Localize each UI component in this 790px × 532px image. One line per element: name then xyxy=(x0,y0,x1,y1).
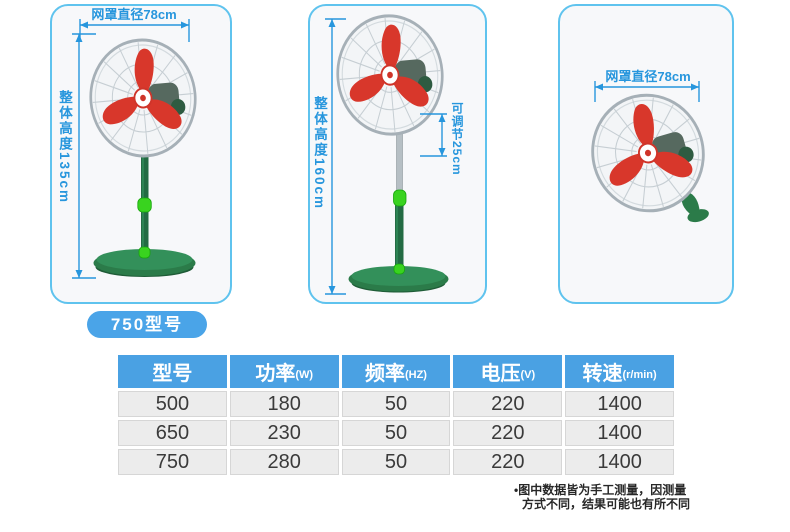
height-dimension-arrows xyxy=(328,19,336,294)
spec-cell: 180 xyxy=(229,391,339,417)
spec-cell: 650 xyxy=(118,420,227,446)
header-unit: (HZ) xyxy=(404,368,427,381)
disclaimer-text: 图中数据皆为手工测量，因测量 xyxy=(518,483,687,497)
standing-fan-illustration xyxy=(325,9,449,295)
diameter-dimension-arrows xyxy=(80,21,189,29)
header-text: 转速 xyxy=(582,363,623,385)
col-header-model: 型号 xyxy=(118,355,227,388)
spec-cell: 220 xyxy=(453,420,563,446)
header-text: 功率 xyxy=(255,363,296,385)
spec-cell: 230 xyxy=(229,420,339,446)
diameter-dimension-line xyxy=(594,81,700,102)
col-header-frequency: 频率 (HZ) xyxy=(341,355,451,388)
fan-panel-stand-160: 整体高度160cm 可调节25cm xyxy=(308,4,487,304)
overall-height-label: 整体高度135cm xyxy=(57,90,72,205)
fan-panel-wall-mount: 网罩直径78cm xyxy=(558,4,734,304)
header-text: 频率 xyxy=(364,363,405,385)
spec-cell: 750 xyxy=(118,449,227,475)
col-header-power: 功率 (W) xyxy=(229,355,339,388)
header-text: 型号 xyxy=(152,363,193,385)
spec-cell: 50 xyxy=(341,449,451,475)
wall-fan-illustration xyxy=(577,80,719,226)
adjustable-range-label: 可调节25cm xyxy=(450,102,464,176)
height-dimension-line xyxy=(72,33,96,279)
height-dimension-line xyxy=(325,18,346,295)
standing-fan-illustration xyxy=(72,19,202,279)
spec-cell: 50 xyxy=(341,391,451,417)
spec-cell: 500 xyxy=(118,391,227,417)
diameter-dimension-line xyxy=(79,19,190,42)
spec-cell: 220 xyxy=(453,391,563,417)
model-badge: 750型号 xyxy=(87,311,207,338)
spec-cell: 280 xyxy=(229,449,339,475)
spec-table: 型号 功率 (W) 频率 (HZ) 电压 (V) 转速 (r/min) 500 180 … xyxy=(118,355,674,475)
disclaimer-line-1: •图中数据皆为手工测量，因测量 xyxy=(514,483,690,498)
spec-cell: 1400 xyxy=(565,449,674,475)
spec-cell: 1400 xyxy=(565,391,674,417)
overall-height-label: 整体高度160cm xyxy=(312,96,327,211)
spec-cell: 220 xyxy=(453,449,563,475)
spec-cell: 50 xyxy=(341,420,451,446)
header-unit: (V) xyxy=(520,368,536,381)
grille-diameter-label: 网罩直径78cm xyxy=(605,69,691,84)
measurement-disclaimer: •图中数据皆为手工测量，因测量 方式不同，结果可能也有所不同 xyxy=(514,483,691,511)
fan-panel-stand-135: 网罩直径78cm 整体高度135cm xyxy=(50,4,232,304)
grille-diameter-label: 网罩直径78cm xyxy=(91,7,177,22)
spec-cell: 1400 xyxy=(565,420,674,446)
height-dimension-arrows xyxy=(75,34,83,278)
disclaimer-line-2: 方式不同，结果可能也有所不同 xyxy=(522,496,691,511)
header-unit: (W) xyxy=(295,368,314,381)
fan-head xyxy=(84,34,202,162)
col-header-voltage: 电压 (V) xyxy=(453,355,563,388)
header-unit: (r/min) xyxy=(622,368,657,381)
col-header-speed: 转速 (r/min) xyxy=(565,355,674,388)
bullet: • xyxy=(514,483,519,497)
diameter-dimension-arrows xyxy=(595,83,699,91)
adjustable-dimension-arrows xyxy=(438,114,446,156)
fan-head xyxy=(331,9,449,141)
header-text: 电压 xyxy=(480,363,521,385)
